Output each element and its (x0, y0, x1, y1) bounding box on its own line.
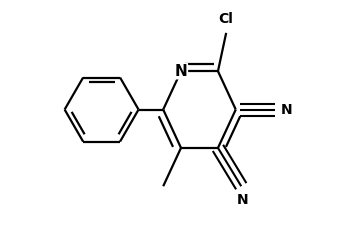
Text: N: N (174, 64, 188, 79)
Text: N: N (237, 193, 248, 207)
Text: Cl: Cl (219, 12, 233, 26)
Text: N: N (281, 103, 292, 117)
